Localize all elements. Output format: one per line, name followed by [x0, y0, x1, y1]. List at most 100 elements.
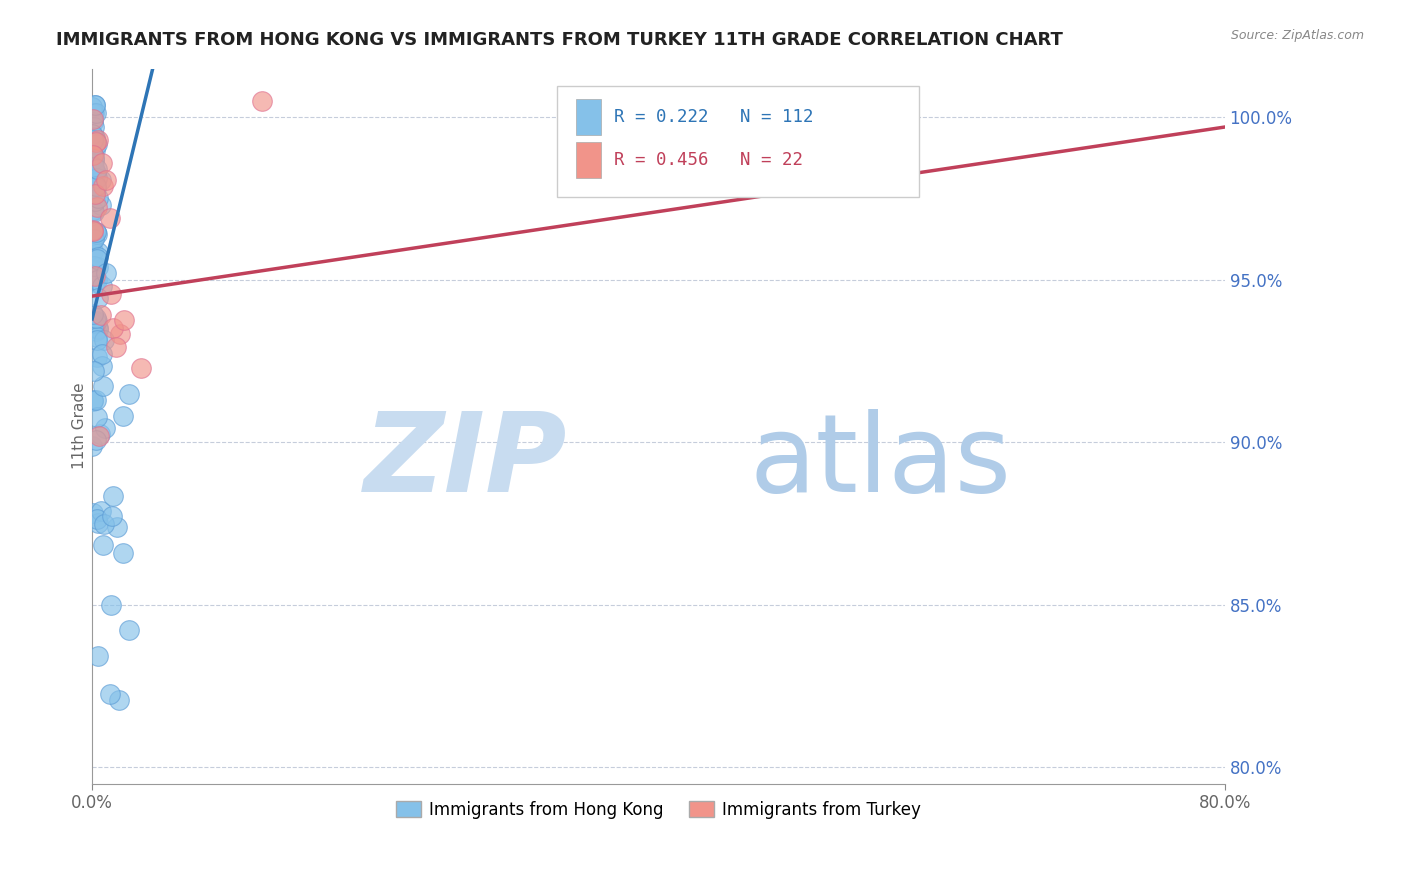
Point	[83, 160, 105, 174]
Point	[83, 364, 105, 378]
Point	[91, 155, 114, 169]
Point	[83, 166, 105, 180]
Point	[90, 172, 112, 186]
Point	[94, 173, 117, 187]
Point	[105, 340, 128, 354]
Point	[84, 135, 107, 149]
Point	[82, 156, 104, 170]
Point	[118, 623, 141, 637]
Point	[84, 98, 107, 112]
Point	[82, 188, 104, 202]
Point	[107, 520, 129, 534]
Point	[82, 169, 104, 183]
Point	[82, 106, 104, 120]
Point	[84, 187, 107, 202]
Point	[82, 100, 104, 114]
Point	[82, 269, 104, 284]
Point	[82, 148, 104, 162]
Point	[82, 394, 104, 409]
Point	[82, 127, 104, 141]
Point	[101, 320, 124, 334]
Text: R = 0.222   N = 112: R = 0.222 N = 112	[614, 108, 814, 126]
Point	[83, 134, 105, 148]
FancyBboxPatch shape	[557, 87, 920, 197]
Point	[118, 386, 141, 401]
Point	[86, 200, 108, 214]
Point	[111, 409, 134, 424]
Point	[84, 180, 107, 194]
Point	[82, 112, 104, 127]
Point	[83, 131, 105, 145]
Point	[94, 421, 117, 435]
Point	[82, 203, 104, 218]
Point	[83, 143, 105, 157]
Point	[82, 159, 104, 173]
Point	[91, 359, 114, 373]
Point	[87, 321, 110, 335]
Point	[82, 114, 104, 128]
Point	[82, 133, 104, 147]
Point	[82, 156, 104, 170]
Point	[86, 512, 108, 526]
Point	[90, 504, 112, 518]
Point	[84, 132, 107, 146]
Point	[83, 227, 105, 242]
Point	[83, 163, 105, 178]
Point	[86, 334, 108, 348]
Point	[100, 598, 122, 612]
Text: R = 0.456   N = 22: R = 0.456 N = 22	[614, 151, 803, 169]
Point	[82, 316, 104, 330]
Point	[83, 164, 105, 178]
Point	[86, 291, 108, 305]
Point	[82, 259, 104, 273]
Point	[84, 106, 107, 120]
Point	[82, 506, 104, 520]
FancyBboxPatch shape	[576, 99, 600, 135]
Point	[86, 350, 108, 364]
Point	[83, 152, 105, 166]
Legend: Immigrants from Hong Kong, Immigrants from Turkey: Immigrants from Hong Kong, Immigrants fr…	[389, 794, 928, 825]
Point	[87, 133, 110, 147]
Point	[87, 648, 110, 663]
Point	[82, 307, 104, 321]
Point	[112, 313, 135, 327]
Point	[83, 150, 105, 164]
Point	[83, 105, 105, 120]
Point	[82, 439, 104, 453]
Point	[83, 205, 105, 219]
Point	[91, 347, 114, 361]
Point	[108, 692, 131, 706]
Point	[84, 433, 107, 447]
Point	[93, 516, 115, 531]
Point	[82, 112, 104, 127]
Point	[87, 516, 110, 530]
Point	[84, 324, 107, 338]
Point	[91, 179, 114, 194]
Point	[83, 120, 105, 134]
Point	[83, 98, 105, 112]
Point	[83, 229, 105, 244]
Point	[86, 260, 108, 275]
Point	[91, 279, 114, 293]
Point	[87, 245, 110, 260]
Point	[83, 172, 105, 186]
Text: ZIP: ZIP	[364, 409, 568, 516]
Point	[84, 194, 107, 208]
Point	[100, 687, 122, 701]
Point	[83, 259, 105, 273]
Point	[86, 330, 108, 344]
Point	[93, 334, 115, 348]
Point	[101, 490, 124, 504]
Point	[82, 232, 104, 246]
FancyBboxPatch shape	[576, 142, 600, 178]
Point	[82, 202, 104, 217]
Point	[82, 224, 104, 238]
Point	[98, 211, 121, 225]
Point	[90, 198, 112, 212]
Text: IMMIGRANTS FROM HONG KONG VS IMMIGRANTS FROM TURKEY 11TH GRADE CORRELATION CHART: IMMIGRANTS FROM HONG KONG VS IMMIGRANTS …	[56, 31, 1063, 49]
Point	[82, 153, 104, 167]
Point	[86, 137, 108, 152]
Point	[87, 321, 110, 335]
Point	[250, 94, 273, 108]
Point	[86, 311, 108, 326]
